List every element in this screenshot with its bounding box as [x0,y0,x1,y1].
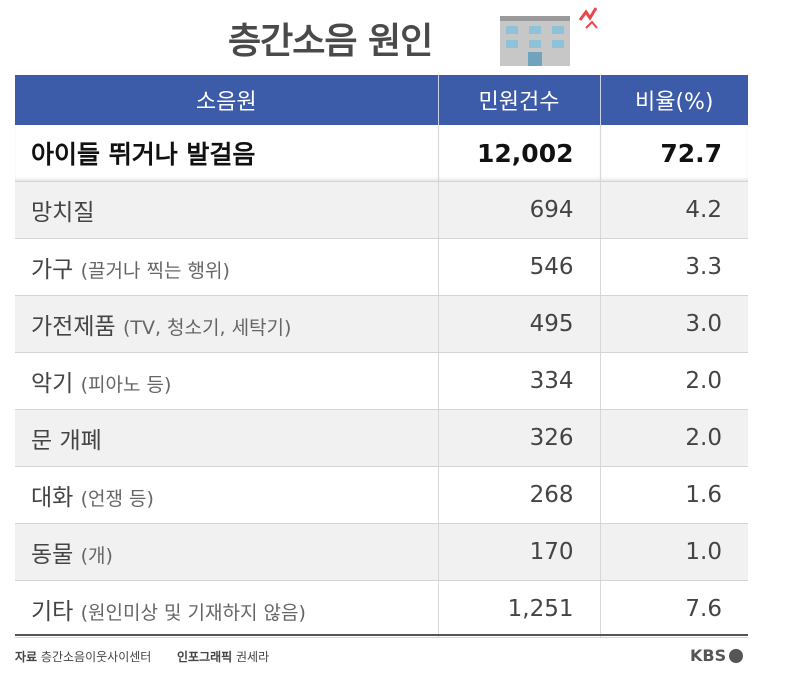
logo-text: KBS [690,646,727,665]
source-name: 문 개폐 [31,428,102,454]
cell-source: 동물 (개) [15,523,439,581]
table-row: 문 개폐 326 2.0 [15,409,748,467]
source-name: 가구 [31,257,74,283]
footer-credits: 자료 층간소음이웃사이센터 인포그래픽 권세라 [15,648,269,665]
graphic-label: 인포그래픽 [176,650,233,664]
table-row: 아이들 뛰거나 발걸음 12,002 72.7 [15,125,748,182]
source-note: (원인미상 및 기재하지 않음) [80,602,306,624]
cell-source: 가전제품 (TV, 청소기, 세탁기) [15,295,439,353]
header-count: 민원건수 [438,75,601,125]
cell-count: 694 [438,181,601,239]
cell-source: 기타 (원인미상 및 기재하지 않음) [15,580,439,638]
table-row: 악기 (피아노 등) 334 2.0 [15,352,748,410]
cell-source: 악기 (피아노 등) [15,352,439,410]
source-name: 동물 [31,542,74,568]
cell-ratio: 1.6 [600,466,748,524]
footer-divider [15,634,748,636]
page-title: 층간소음 원인 [228,21,433,62]
table-row: 동물 (개) 170 1.0 [15,523,748,581]
source-name: 아이들 뛰거나 발걸음 [31,140,256,169]
source-note: (개) [80,545,113,567]
table-header-row: 소음원 민원건수 비율(%) [15,75,748,125]
source-label: 자료 [15,650,38,664]
cell-source: 망치질 [15,181,439,239]
cell-ratio: 72.7 [600,125,748,182]
cell-count: 170 [438,523,601,581]
kbs-logo: KBS [690,646,744,665]
cell-ratio: 2.0 [600,352,748,410]
cell-count: 334 [438,352,601,410]
source-name: 기타 [31,599,74,625]
cell-count: 326 [438,409,601,467]
noise-source-table: 소음원 민원건수 비율(%) 아이들 뛰거나 발걸음 12,002 72.7 망치질 6… [15,75,748,638]
logo-mark-icon [729,649,744,663]
cell-count: 546 [438,238,601,296]
cell-ratio: 1.0 [600,523,748,581]
source-name: 가전제품 [31,314,116,340]
cell-source: 가구 (끌거나 찍는 행위) [15,238,439,296]
header-source: 소음원 [15,75,439,125]
title-area: 층간소음 원인 [0,6,789,66]
table-row: 기타 (원인미상 및 기재하지 않음) 1,251 7.6 [15,580,748,638]
cell-count: 12,002 [438,125,601,182]
cell-ratio: 3.3 [600,238,748,296]
cell-source: 아이들 뛰거나 발걸음 [15,125,439,182]
table-row: 가구 (끌거나 찍는 행위) 546 3.3 [15,238,748,296]
cell-count: 268 [438,466,601,524]
graphic-author: 권세라 [236,650,270,664]
cell-source: 문 개폐 [15,409,439,467]
source-note: (언쟁 등) [80,488,154,510]
cell-count: 1,251 [438,580,601,638]
cell-ratio: 7.6 [600,580,748,638]
cell-count: 495 [438,295,601,353]
source-name: 망치질 [31,200,95,226]
table-row: 대화 (언쟁 등) 268 1.6 [15,466,748,524]
cell-ratio: 3.0 [600,295,748,353]
apartment-building-icon [500,7,598,66]
table-body: 아이들 뛰거나 발걸음 12,002 72.7 망치질 694 4.2 가구 (끌거나 찍는… [15,125,748,638]
source-note: (피아노 등) [80,374,172,396]
source-text: 층간소음이웃사이센터 [40,650,152,664]
header-ratio: 비율(%) [600,75,748,125]
cell-ratio: 4.2 [600,181,748,239]
source-name: 악기 [31,371,74,397]
table-row: 망치질 694 4.2 [15,181,748,239]
source-note: (TV, 청소기, 세탁기) [122,317,292,339]
source-note: (끌거나 찍는 행위) [80,260,230,282]
cell-ratio: 2.0 [600,409,748,467]
source-name: 대화 [31,485,74,511]
cell-source: 대화 (언쟁 등) [15,466,439,524]
table-row: 가전제품 (TV, 청소기, 세탁기) 495 3.0 [15,295,748,353]
